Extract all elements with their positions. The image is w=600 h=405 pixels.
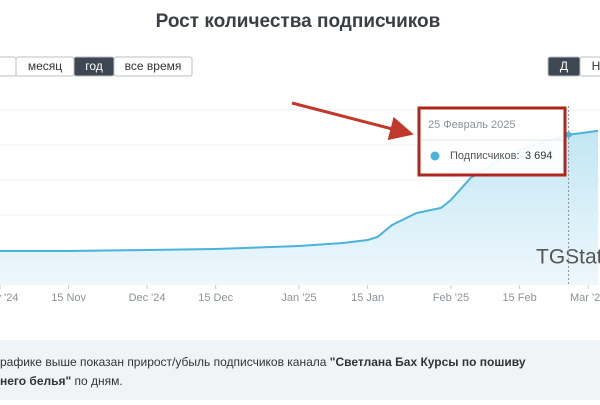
- tooltip-label: Подписчиков:: [450, 150, 520, 162]
- x-tick-label: Mar '25: [570, 292, 600, 304]
- caption-text: по дням.: [71, 374, 123, 388]
- tooltip-legend-dot: [430, 151, 440, 161]
- caption-text: рафике выше показан прирост/убыль подпис…: [0, 355, 330, 369]
- range-button[interactable]: [113, 56, 193, 77]
- period-button-label: Д: [560, 59, 568, 73]
- x-tick-label: 15 Dec: [198, 292, 233, 304]
- caption-channel: него белья": [0, 374, 71, 388]
- tooltip-box: [417, 106, 567, 177]
- period-button[interactable]: [579, 56, 600, 77]
- x-tick-label: 15 Jan: [351, 292, 384, 304]
- x-tick-label: Dec '24: [129, 292, 166, 304]
- x-tick-label: Jan '25: [281, 292, 316, 304]
- period-button-label: Н: [592, 59, 600, 73]
- x-tick-label: Nov '24: [0, 292, 18, 304]
- x-tick-label: 15 Nov: [51, 292, 86, 304]
- hover-dot: [565, 131, 572, 138]
- caption-line: рафике выше показан прирост/убыль подпис…: [0, 355, 526, 369]
- caption-line: него белья" по дням.: [0, 374, 123, 388]
- x-tick-label: 15 Feb: [502, 292, 536, 304]
- tooltip-value: 3 694: [525, 150, 553, 162]
- caption-channel: "Светлана Бах Курсы по пошиву: [330, 355, 526, 369]
- area: [0, 130, 598, 285]
- x-tick-label: Feb '25: [433, 292, 469, 304]
- range-button-label: все время: [125, 59, 182, 73]
- caption-background: [0, 340, 600, 400]
- watermark: TGStat: [536, 246, 600, 269]
- range-button-label: год: [85, 59, 103, 73]
- range-button-label: месяц: [28, 59, 62, 73]
- range-button[interactable]: [0, 56, 17, 77]
- tooltip-date: 25 Февраль 2025: [428, 119, 516, 131]
- annotation-arrow: [291, 101, 414, 141]
- chart-title: Рост количества подписчиков: [156, 11, 441, 32]
